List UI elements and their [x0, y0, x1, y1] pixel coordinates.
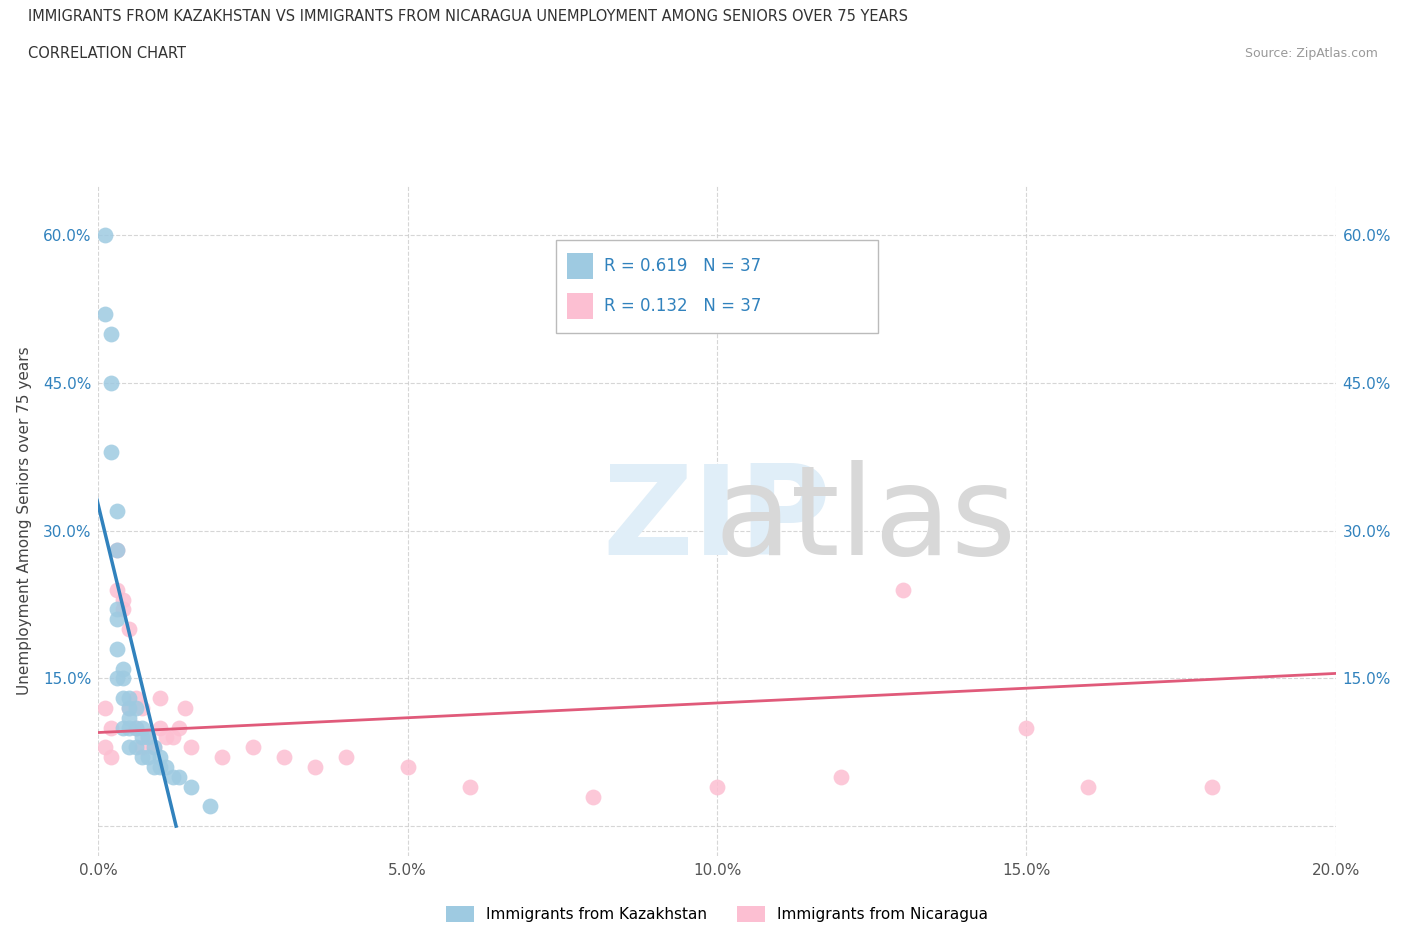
Legend: Immigrants from Kazakhstan, Immigrants from Nicaragua: Immigrants from Kazakhstan, Immigrants f…	[440, 900, 994, 928]
Point	[136, 730, 159, 745]
Point	[105, 503, 128, 518]
Point	[112, 691, 135, 706]
Text: Source: ZipAtlas.com: Source: ZipAtlas.com	[1244, 46, 1378, 60]
Point	[118, 700, 141, 715]
Point	[167, 769, 190, 784]
Point	[124, 720, 146, 735]
Point	[458, 779, 481, 794]
Point	[112, 592, 135, 607]
Text: R = 0.132   N = 37: R = 0.132 N = 37	[605, 298, 762, 315]
Point	[1077, 779, 1099, 794]
Point	[118, 711, 141, 725]
Point	[100, 326, 122, 341]
Point	[124, 740, 146, 755]
Point	[118, 691, 141, 706]
Point	[149, 720, 172, 735]
Point	[118, 621, 141, 636]
Point	[93, 228, 115, 243]
Point	[149, 691, 172, 706]
Point	[93, 740, 115, 755]
Point	[211, 750, 233, 764]
Point	[149, 750, 172, 764]
Point	[582, 789, 605, 804]
Y-axis label: Unemployment Among Seniors over 75 years: Unemployment Among Seniors over 75 years	[17, 347, 32, 695]
Point	[112, 602, 135, 617]
Point	[112, 661, 135, 676]
Point	[105, 671, 128, 685]
Point	[143, 740, 166, 755]
Point	[155, 730, 177, 745]
Point	[105, 602, 128, 617]
Point	[335, 750, 357, 764]
Point	[105, 582, 128, 597]
Point	[273, 750, 295, 764]
Point	[131, 730, 153, 745]
Point	[100, 445, 122, 459]
Point	[112, 671, 135, 685]
Point	[1201, 779, 1223, 794]
Point	[242, 740, 264, 755]
Point	[131, 740, 153, 755]
Point	[162, 730, 184, 745]
Point	[174, 700, 197, 715]
Point	[100, 376, 122, 391]
Point	[105, 642, 128, 657]
Point	[396, 760, 419, 775]
Point	[93, 700, 115, 715]
Point	[118, 740, 141, 755]
Point	[149, 760, 172, 775]
Point	[118, 700, 141, 715]
Point	[112, 720, 135, 735]
Point	[100, 720, 122, 735]
Point	[131, 720, 153, 735]
Point	[131, 750, 153, 764]
Point	[155, 760, 177, 775]
Point	[124, 691, 146, 706]
Point	[131, 700, 153, 715]
Point	[105, 612, 128, 627]
Point	[118, 720, 141, 735]
Point	[136, 750, 159, 764]
Text: atlas: atlas	[714, 460, 1017, 581]
Point	[167, 720, 190, 735]
Point	[143, 740, 166, 755]
Point	[100, 750, 122, 764]
Text: IMMIGRANTS FROM KAZAKHSTAN VS IMMIGRANTS FROM NICARAGUA UNEMPLOYMENT AMONG SENIO: IMMIGRANTS FROM KAZAKHSTAN VS IMMIGRANTS…	[28, 9, 908, 24]
Point	[830, 769, 852, 784]
Text: ZIP: ZIP	[603, 460, 831, 581]
Point	[105, 543, 128, 558]
Point	[198, 799, 221, 814]
Point	[180, 740, 202, 755]
Point	[143, 760, 166, 775]
Point	[304, 760, 326, 775]
Text: R = 0.619   N = 37: R = 0.619 N = 37	[605, 257, 761, 275]
Point	[93, 307, 115, 322]
Point	[124, 720, 146, 735]
Point	[891, 582, 914, 597]
Point	[136, 730, 159, 745]
Point	[1015, 720, 1038, 735]
Text: CORRELATION CHART: CORRELATION CHART	[28, 46, 186, 61]
Point	[124, 700, 146, 715]
Point	[162, 769, 184, 784]
Point	[105, 543, 128, 558]
Point	[706, 779, 728, 794]
Point	[180, 779, 202, 794]
